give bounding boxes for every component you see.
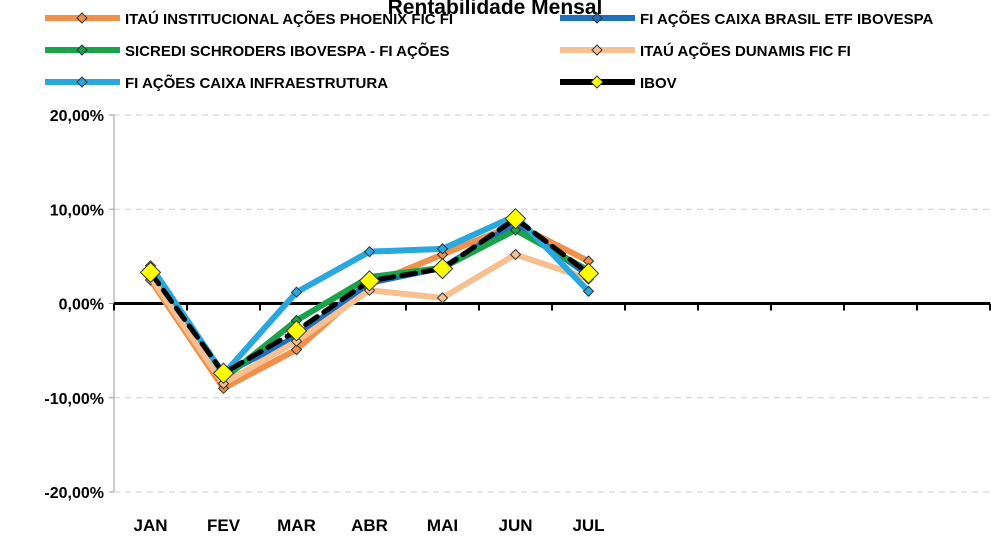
legend-label: ITAÚ INSTITUCIONAL AÇÕES PHOENIX FIC FI xyxy=(125,10,453,28)
data-marker xyxy=(509,224,522,236)
x-tick-label: ABR xyxy=(351,516,388,535)
legend-label: IBOV xyxy=(640,75,677,92)
legend-marker xyxy=(76,12,88,24)
data-marker xyxy=(582,285,595,297)
legend-marker xyxy=(76,76,88,88)
data-marker xyxy=(509,248,522,261)
y-tick-label: 0,00% xyxy=(59,297,104,314)
x-tick-label: MAR xyxy=(277,516,316,535)
y-tick-label: 10,00% xyxy=(50,202,104,219)
x-tick-label: MAI xyxy=(427,516,458,535)
legend-marker xyxy=(590,75,604,89)
data-marker xyxy=(431,257,454,280)
data-marker xyxy=(358,270,381,292)
y-tick-label: -10,00% xyxy=(44,391,104,408)
legend-label: FI AÇÕES CAIXA INFRAESTRUTURA xyxy=(125,74,388,92)
data-marker xyxy=(577,262,600,285)
y-tick-label: 20,00% xyxy=(50,108,104,125)
legend-marker xyxy=(591,44,603,56)
legend-marker xyxy=(591,12,603,24)
legend-marker xyxy=(76,44,88,56)
chart-title: Rentabilidade Mensal xyxy=(388,0,603,19)
legend-label: SICREDI SCHRODERS IBOVESPA - FI AÇÕES xyxy=(125,42,450,60)
x-tick-label: FEV xyxy=(207,516,241,535)
y-tick-label: -20,00% xyxy=(44,485,104,502)
data-marker xyxy=(290,343,303,356)
legend-label: ITAÚ AÇÕES DUNAMIS FIC FI xyxy=(640,42,851,60)
data-marker xyxy=(139,261,162,284)
data-marker xyxy=(290,286,303,298)
x-tick-label: JUN xyxy=(498,516,532,535)
data-marker xyxy=(436,243,449,255)
data-marker xyxy=(212,362,235,384)
legend-label: FI AÇÕES CAIXA BRASIL ETF IBOVESPA xyxy=(640,10,934,28)
x-tick-label: JUL xyxy=(572,516,604,535)
data-marker xyxy=(504,207,527,230)
data-marker xyxy=(436,292,449,304)
data-marker xyxy=(285,320,308,342)
data-marker xyxy=(363,245,376,258)
x-tick-label: JAN xyxy=(133,516,167,535)
